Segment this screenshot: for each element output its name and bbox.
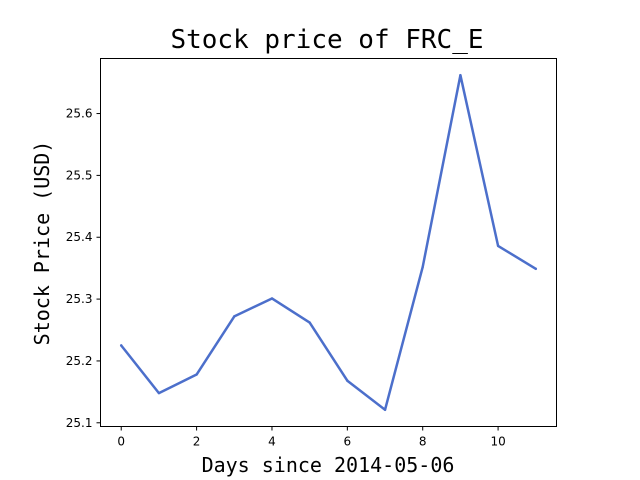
data-point [346,379,349,382]
data-point [270,297,274,300]
y-axis-label: Stock Price (USD) [30,141,54,346]
x-tick-label: 6 [344,435,352,449]
data-point [308,321,311,324]
x-tick-label: 0 [117,435,125,449]
y-tick-label: 25.5 [66,168,93,182]
series-group [119,73,538,412]
data-point [233,315,236,318]
data-point [195,373,198,376]
y-tick-label: 25.3 [66,292,93,306]
x-tick-label: 8 [419,435,427,449]
x-tick-label: 4 [268,435,276,449]
data-point [383,408,387,411]
chart-title: Stock price of FRC_E [170,25,483,55]
x-tick-label: 10 [490,435,505,449]
data-point [534,267,537,270]
data-point [459,74,462,77]
data-point [421,265,424,269]
y-tick-label: 25.6 [66,107,93,121]
axis-ticks: 0 2 4 6 8 10 25.1 25.2 25.3 25.4 25.5 25.6 [66,107,506,449]
x-tick-label: 2 [193,435,201,449]
y-tick-label: 25.2 [66,354,93,368]
y-tick-label: 25.4 [66,230,93,244]
y-tick-label: 25.1 [66,416,93,430]
data-point [120,344,123,347]
stock-price-line [119,73,538,412]
x-axis-label: Days since 2014-05-06 [202,453,455,477]
plot-area-frame [100,58,557,427]
data-point [157,391,161,395]
data-point [496,244,500,248]
